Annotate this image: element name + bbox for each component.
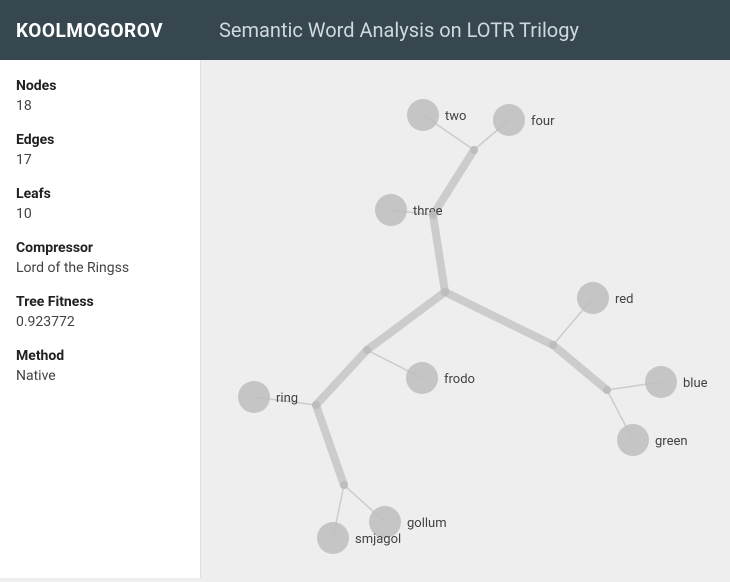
graph-edge: [316, 405, 344, 485]
stat-value: Lord of the Ringss: [16, 260, 184, 276]
graph-internal-node: [441, 288, 449, 296]
graph-node-label: blue: [683, 376, 708, 391]
stat-leafs: Leafs 10: [16, 186, 184, 222]
stat-label: Leafs: [16, 186, 184, 202]
graph-internal-node: [429, 211, 437, 219]
graph-node-label: three: [413, 204, 443, 219]
stat-label: Edges: [16, 132, 184, 148]
graph-edge: [445, 292, 553, 345]
graph-internal-node: [363, 346, 371, 354]
graph-internal-node: [549, 341, 557, 349]
stat-label: Tree Fitness: [16, 294, 184, 310]
graph-node-label: green: [655, 434, 688, 449]
header: KOOLMOGOROV Semantic Word Analysis on LO…: [0, 0, 730, 60]
graph-node-label: red: [615, 292, 634, 307]
graph-leaf-node[interactable]: [238, 381, 270, 413]
graph-edge: [553, 345, 607, 390]
stat-compressor: Compressor Lord of the Ringss: [16, 240, 184, 276]
graph-edge: [367, 292, 445, 350]
stat-label: Compressor: [16, 240, 184, 256]
graph-internal-node: [470, 146, 478, 154]
brand-logo[interactable]: KOOLMOGOROV: [0, 19, 201, 42]
graph-node-label: smjagol: [355, 532, 401, 547]
stat-value: 17: [16, 152, 184, 168]
graph-node-label: ring: [276, 391, 298, 406]
stat-value: 18: [16, 98, 184, 114]
graph-leaf-node[interactable]: [645, 366, 677, 398]
stat-nodes: Nodes 18: [16, 78, 184, 114]
graph-internal-node: [340, 481, 348, 489]
stat-value: 10: [16, 206, 184, 222]
graph-canvas[interactable]: two four three red blue green frodo ring gollums…: [201, 60, 730, 578]
graph-leaf-node[interactable]: [375, 194, 407, 226]
graph-leaf-node[interactable]: [617, 424, 649, 456]
graph-node-label: gollum: [407, 516, 447, 531]
stat-value: 0.923772: [16, 314, 184, 330]
sidebar: Nodes 18 Edges 17 Leafs 10 Compressor Lo…: [0, 60, 201, 578]
stat-method: Method Native: [16, 348, 184, 384]
graph-leaf-node[interactable]: [493, 104, 525, 136]
graph-internal-node: [312, 401, 320, 409]
graph-internal-node: [603, 386, 611, 394]
stat-tree-fitness: Tree Fitness 0.923772: [16, 294, 184, 330]
graph-node-label: four: [531, 114, 555, 129]
tree-graph[interactable]: two four three red blue green frodo ring gollums…: [201, 60, 730, 578]
graph-leaf-node[interactable]: [577, 282, 609, 314]
stat-value: Native: [16, 368, 184, 384]
graph-node-label: two: [445, 109, 466, 124]
graph-leaf-node[interactable]: [407, 99, 439, 131]
stat-label: Nodes: [16, 78, 184, 94]
stat-label: Method: [16, 348, 184, 364]
graph-leaf-node[interactable]: [317, 522, 349, 554]
graph-node-label: frodo: [444, 372, 475, 387]
stat-edges: Edges 17: [16, 132, 184, 168]
main: Nodes 18 Edges 17 Leafs 10 Compressor Lo…: [0, 60, 730, 578]
graph-edge: [316, 350, 367, 405]
graph-edge: [433, 215, 445, 292]
graph-leaf-node[interactable]: [406, 362, 438, 394]
page-title: Semantic Word Analysis on LOTR Trilogy: [201, 18, 579, 42]
